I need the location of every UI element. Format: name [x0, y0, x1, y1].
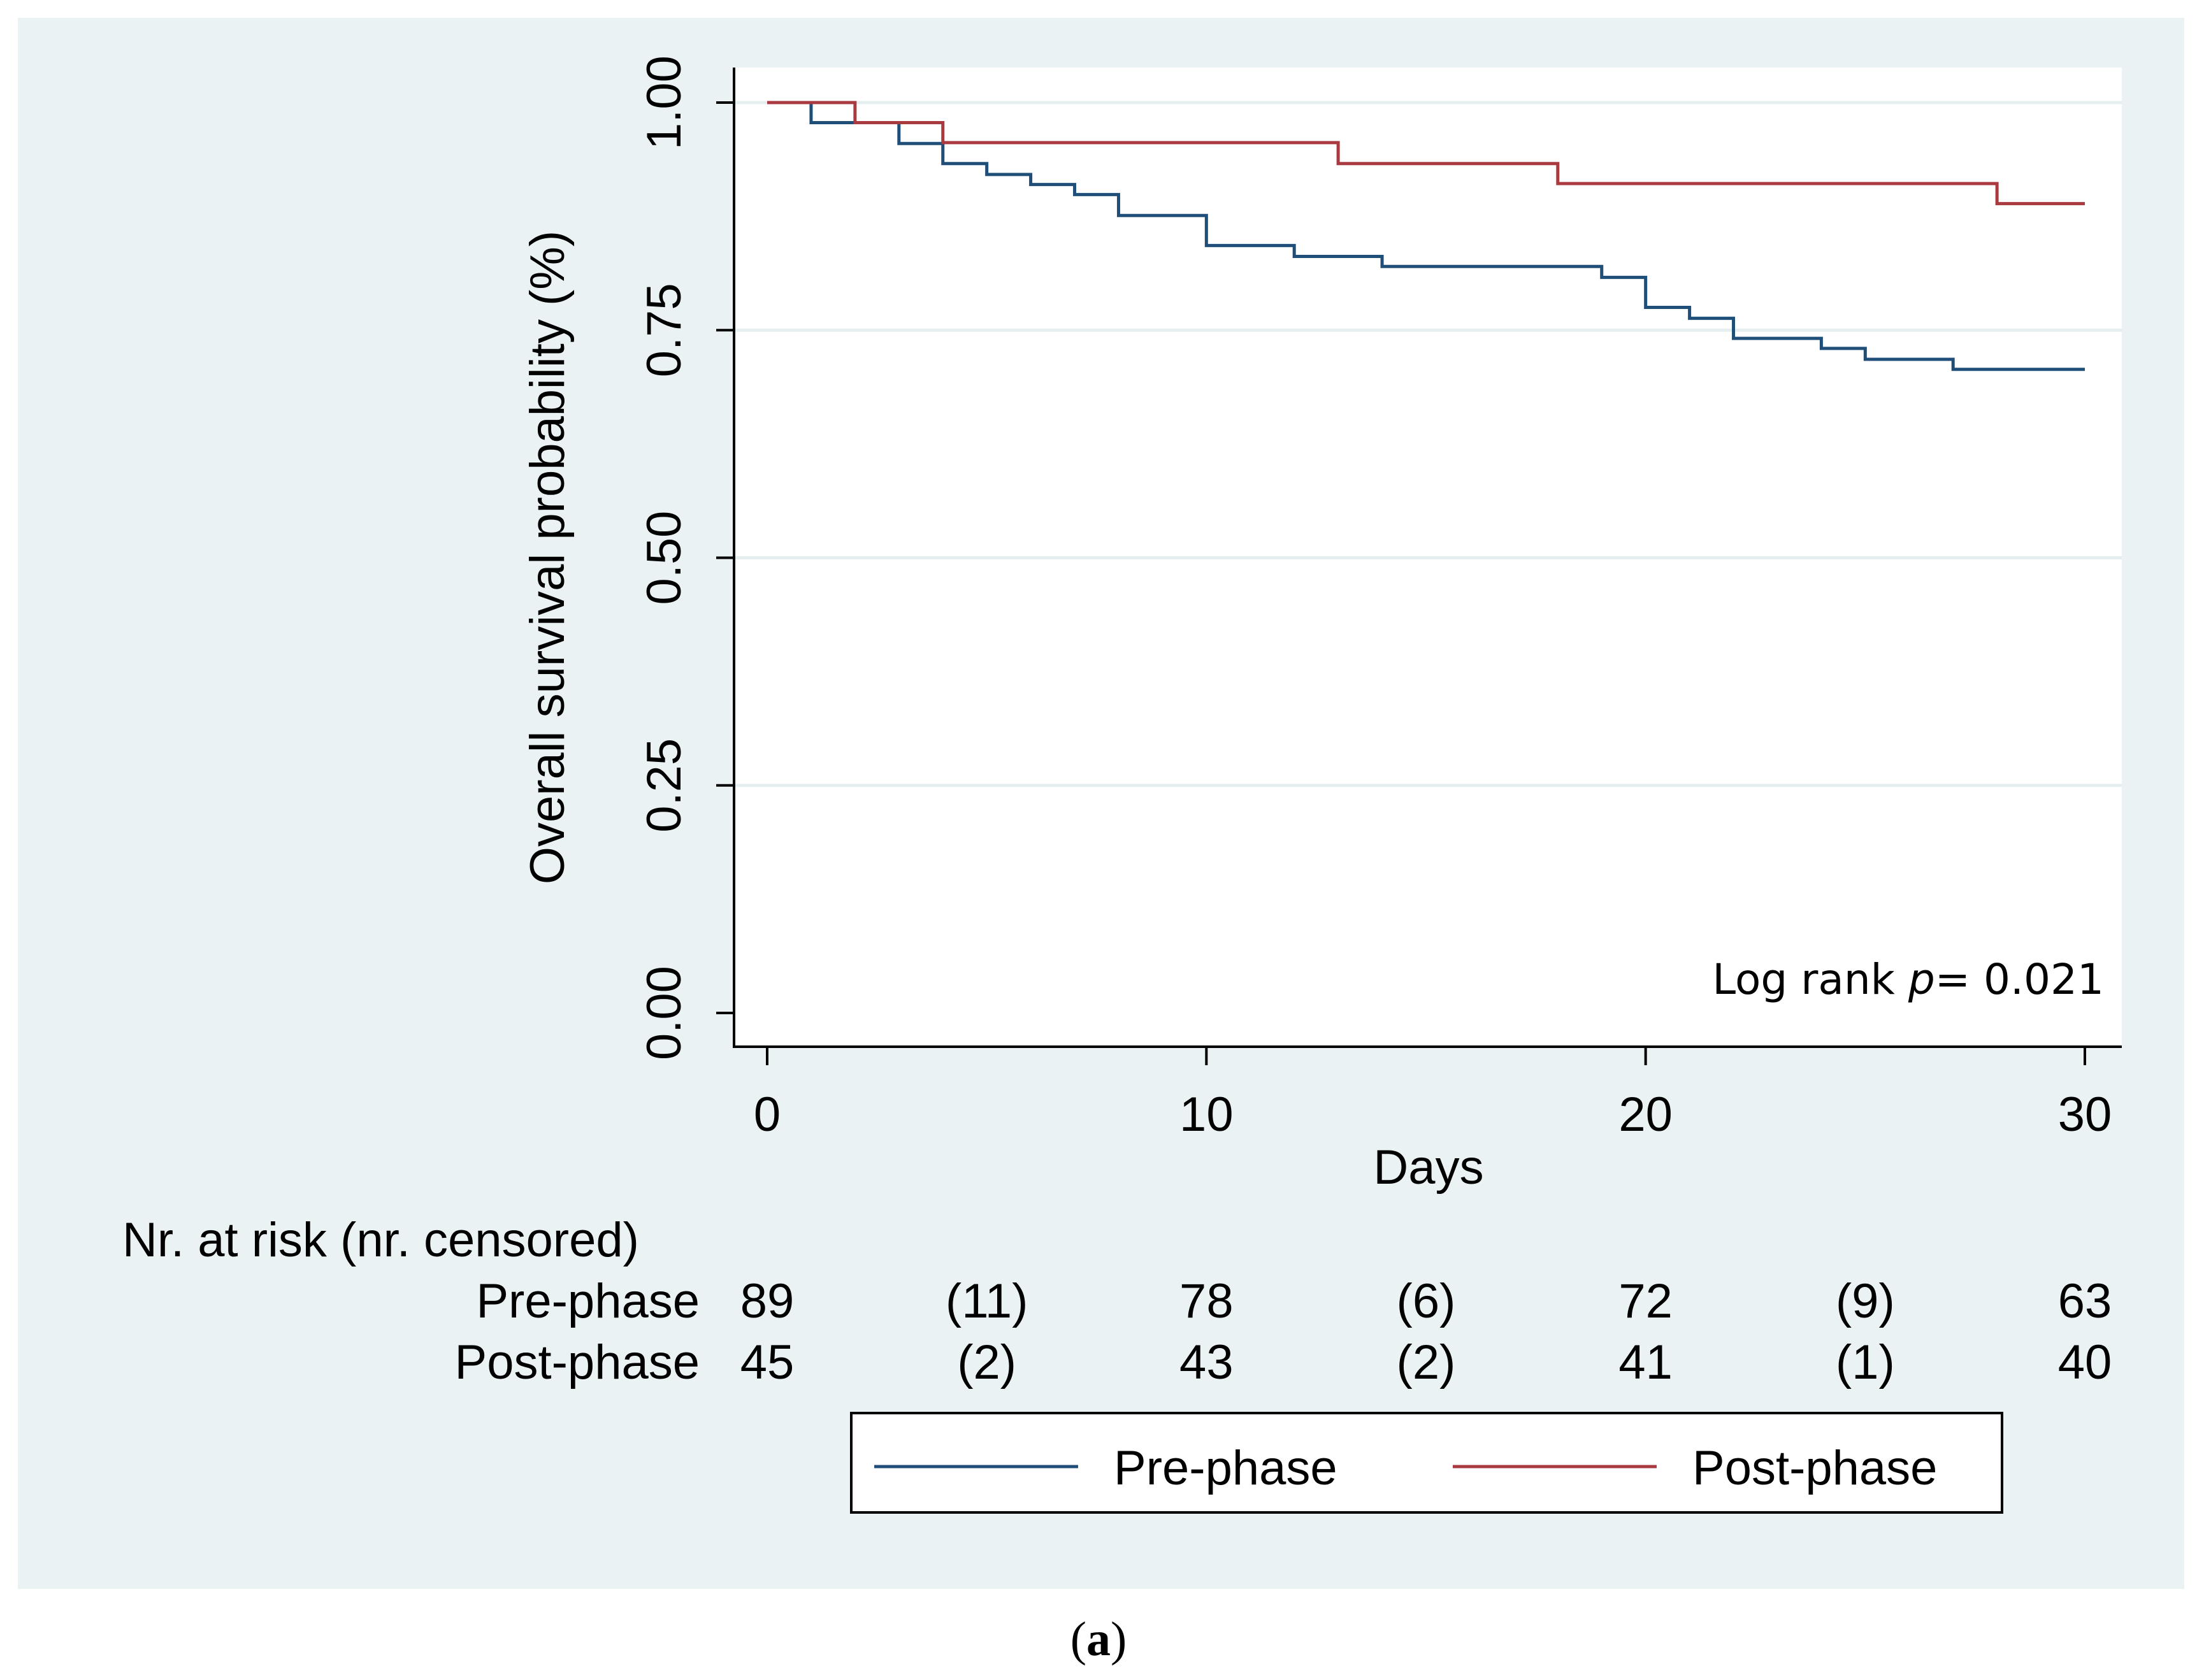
risk-cell: 72 — [1618, 1274, 1673, 1328]
risk-cell: 89 — [740, 1274, 795, 1328]
figure-caption: (a) — [1070, 1612, 1127, 1666]
series-pre-phase — [767, 101, 2085, 371]
x-tick-label: 30 — [2058, 1088, 2112, 1142]
log-rank-p: p — [1908, 955, 1935, 1004]
legend-box — [850, 1412, 2003, 1514]
caption-close: ) — [1111, 1612, 1127, 1666]
y-tick-label: 0.00 — [637, 966, 691, 1060]
risk-cell: 43 — [1179, 1335, 1234, 1389]
series-post-phase — [767, 101, 2085, 206]
risk-row-pre-phase: Pre-phase 89 (11) 78 (6) 72 (9) 63 — [476, 1274, 2112, 1328]
y-tick-label: 0.25 — [637, 738, 691, 833]
survival-curves — [767, 101, 2085, 371]
gridlines — [735, 101, 2122, 787]
risk-row-label: Post-phase — [455, 1335, 700, 1389]
risk-cell: 41 — [1618, 1335, 1673, 1389]
y-axis-label: Overall survival probability (%) — [521, 231, 575, 884]
risk-cell: 78 — [1179, 1274, 1234, 1328]
risk-cell: (11) — [946, 1274, 1028, 1328]
risk-row-post-phase: Post-phase 45 (2) 43 (2) 41 (1) 40 — [455, 1335, 2112, 1389]
x-tick-label: 20 — [1618, 1088, 1673, 1142]
y-tick-label: 0.75 — [637, 283, 691, 377]
risk-table: Pre-phase 89 (11) 78 (6) 72 (9) 63 Post-phase 45 (… — [455, 1274, 2112, 1389]
legend: Pre-phase Post-phase — [850, 1412, 2003, 1514]
risk-cell: (1) — [1836, 1335, 1895, 1389]
risk-cell: 45 — [740, 1335, 795, 1389]
risk-cell: 63 — [2058, 1274, 2112, 1328]
y-tick-label: 1.00 — [637, 55, 691, 150]
x-axis-label: Days — [1373, 1140, 1483, 1195]
y-tick-label: 0.50 — [637, 511, 691, 605]
caption-open: ( — [1070, 1612, 1086, 1666]
x-axis-ticks: 0 10 20 30 — [754, 1047, 2112, 1142]
risk-cell: (9) — [1836, 1274, 1895, 1328]
log-rank-value: = 0.021 — [1935, 955, 2104, 1004]
risk-cell: 40 — [2058, 1335, 2112, 1389]
risk-cell: (2) — [1397, 1335, 1456, 1389]
x-tick-label: 0 — [754, 1088, 781, 1142]
x-tick-label: 10 — [1179, 1088, 1234, 1142]
risk-cell: (2) — [957, 1335, 1016, 1389]
risk-row-label: Pre-phase — [476, 1274, 700, 1328]
risk-table-header: Nr. at risk (nr. censored) — [122, 1213, 639, 1267]
legend-label-post-phase: Post-phase — [1692, 1441, 1937, 1495]
log-rank-prefix: Log rank — [1712, 955, 1908, 1004]
legend-label-pre-phase: Pre-phase — [1114, 1441, 1337, 1495]
risk-cell: (6) — [1397, 1274, 1456, 1328]
log-rank-annotation: Log rank p= 0.021 — [1712, 955, 2104, 1004]
y-axis-ticks: 0.00 0.25 0.50 0.75 1.00 — [637, 55, 734, 1060]
caption-letter: a — [1086, 1612, 1111, 1666]
